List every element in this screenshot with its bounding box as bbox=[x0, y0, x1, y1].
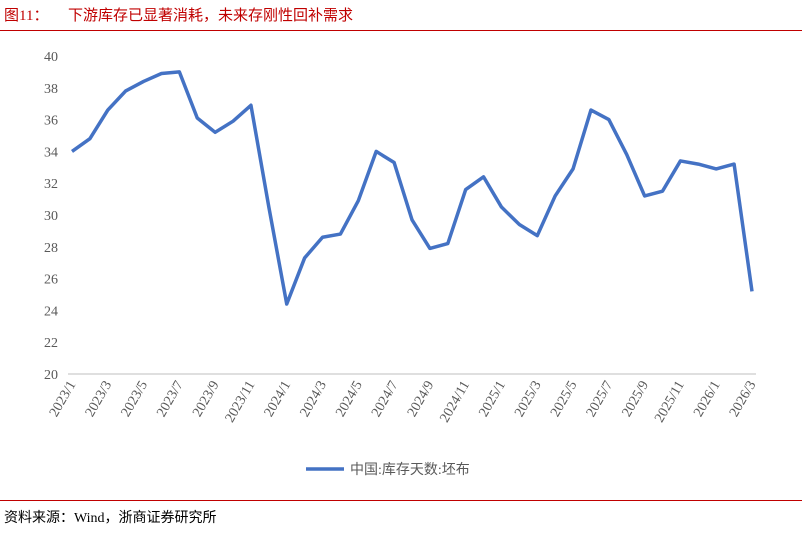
x-tick-label: 2023/3 bbox=[83, 379, 115, 420]
x-tick-label: 2025/7 bbox=[584, 379, 616, 420]
x-tick-label: 2024/5 bbox=[333, 379, 365, 420]
x-tick-label: 2026/3 bbox=[727, 379, 759, 420]
figure-label: 图11： bbox=[4, 7, 48, 24]
x-tick-label: 2023/11 bbox=[223, 379, 259, 426]
x-tick-label: 2023/5 bbox=[119, 379, 151, 420]
y-tick-label: 38 bbox=[44, 82, 58, 97]
x-tick-label: 2023/1 bbox=[47, 379, 79, 420]
x-tick-label: 2024/9 bbox=[405, 379, 437, 420]
y-tick-label: 28 bbox=[44, 241, 58, 256]
y-tick-label: 34 bbox=[44, 145, 58, 160]
x-tick-label: 2024/1 bbox=[262, 379, 294, 420]
source-note: 资料来源：Wind，浙商证券研究所 bbox=[4, 510, 217, 526]
x-tick-label: 2025/11 bbox=[652, 379, 688, 426]
y-tick-label: 20 bbox=[44, 368, 58, 383]
y-tick-label: 22 bbox=[44, 336, 58, 351]
series-line bbox=[70, 70, 754, 306]
y-tick-label: 32 bbox=[44, 177, 58, 192]
x-tick-label: 2023/7 bbox=[154, 379, 186, 420]
legend-label: 中国:库存天数:坯布 bbox=[350, 462, 470, 478]
x-tick-label: 2025/5 bbox=[548, 379, 580, 420]
y-tick-label: 40 bbox=[44, 50, 58, 65]
x-tick-label: 2024/11 bbox=[437, 379, 473, 426]
x-tick-label: 2024/3 bbox=[298, 379, 330, 420]
x-tick-label: 2025/9 bbox=[620, 379, 652, 420]
y-tick-label: 24 bbox=[44, 304, 58, 319]
y-tick-label: 36 bbox=[44, 114, 58, 129]
chart-title: 下游库存已显著消耗，未来存刚性回补需求 bbox=[68, 7, 353, 24]
x-tick-label: 2023/9 bbox=[190, 379, 222, 420]
x-tick-label: 2025/3 bbox=[512, 379, 544, 420]
x-tick-label: 2024/7 bbox=[369, 379, 401, 420]
y-tick-label: 26 bbox=[44, 273, 58, 288]
y-tick-label: 30 bbox=[44, 209, 58, 224]
x-tick-label: 2026/1 bbox=[691, 379, 723, 420]
x-tick-label: 2025/1 bbox=[477, 379, 509, 420]
